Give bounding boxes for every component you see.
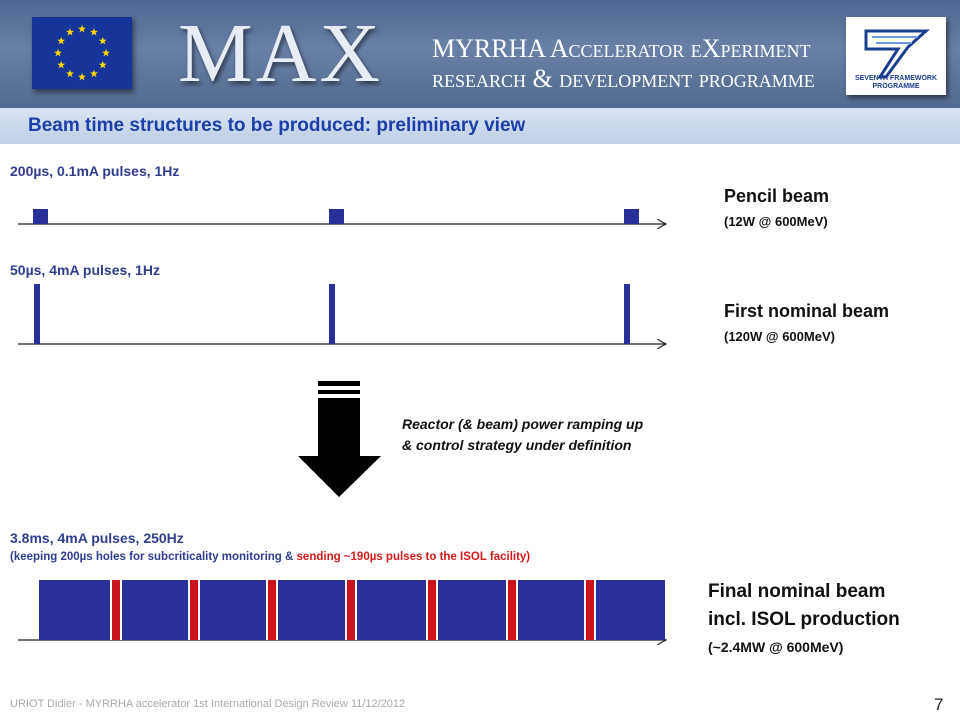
final-nominal-note-part2: sending ~190µs pulses to the ISOL facili… — [296, 551, 531, 563]
first-nominal-pulse — [34, 284, 40, 344]
pulse-gap — [120, 580, 122, 640]
pencil-pulse — [624, 209, 639, 224]
final-nominal-beam-power: (~2.4MW @ 600MeV) — [708, 639, 844, 655]
isol-slice — [268, 580, 276, 640]
final-nominal-beam-name-line2: incl. ISOL production — [708, 609, 900, 630]
eu-star-icon — [90, 69, 98, 78]
pulse-gap — [188, 580, 190, 640]
pulse-gap — [355, 580, 357, 640]
pulse-gap — [266, 580, 268, 640]
final-nominal-note-part1: (keeping 200µs holes for subcriticality … — [10, 551, 297, 563]
pulse-gap — [594, 580, 596, 640]
isol-slice — [190, 580, 198, 640]
transition-note-line2: & control strategy under definition — [402, 437, 632, 453]
eu-star-icon — [98, 60, 107, 69]
header-banner: MAX MYRRHA Accelerator eXperiment resear… — [0, 0, 960, 108]
final-nominal-note: (keeping 200µs holes for subcriticality … — [10, 551, 530, 563]
first-nominal-beam-name: First nominal beam — [724, 301, 890, 321]
final-nominal-beam-name: Final nominal beam — [708, 581, 886, 602]
isol-slice — [508, 580, 516, 640]
eu-star-icon — [78, 24, 86, 33]
fp7-logo: SEVENTH FRAMEWORK PROGRAMME — [846, 17, 946, 95]
pulse-gap — [110, 580, 112, 640]
eu-star-icon — [98, 36, 107, 45]
pulse-gap — [436, 580, 438, 640]
footer-credit: URIOT Didier - MYRRHA accelerator 1st In… — [10, 698, 406, 710]
eu-star-icon — [66, 69, 74, 78]
pulse-gap — [198, 580, 200, 640]
eu-star-icon — [54, 48, 62, 57]
eu-star-icon — [90, 28, 98, 36]
isol-slice — [347, 580, 355, 640]
eu-star-icon — [57, 36, 66, 45]
eu-star-icon — [102, 48, 110, 57]
first-nominal-beam-power: (120W @ 600MeV) — [724, 329, 835, 344]
isol-slice — [586, 580, 594, 640]
transition-down-arrow-icon — [298, 381, 381, 497]
pulse-gap — [584, 580, 586, 640]
pulse-gap — [345, 580, 347, 640]
eu-star-icon — [57, 60, 66, 69]
isol-slice — [428, 580, 436, 640]
pencil-beam-name: Pencil beam — [724, 186, 830, 206]
programme-title: MYRRHA Accelerator eXperiment — [432, 34, 811, 63]
title-bar — [0, 108, 960, 144]
page-number: 7 — [934, 695, 944, 714]
final-nominal-beam-spec: 3.8ms, 4mA pulses, 250Hz — [10, 530, 184, 546]
isol-slice — [112, 580, 120, 640]
seven-icon — [864, 29, 930, 79]
eu-flag-logo — [32, 17, 132, 89]
pencil-beam-power: (12W @ 600MeV) — [724, 214, 828, 229]
transition-note-line1: Reactor (& beam) power ramping up — [402, 416, 644, 432]
eu-stars-icon — [32, 17, 132, 89]
pencil-pulse — [33, 209, 48, 224]
fp7-caption-line1: SEVENTH FRAMEWORK — [854, 75, 938, 82]
eu-star-icon — [66, 28, 74, 36]
programme-subtitle: research & development programme — [432, 64, 815, 93]
eu-star-icon — [78, 72, 86, 81]
max-logo: MAX — [178, 7, 384, 100]
pencil-beam-spec: 200µs, 0.1mA pulses, 1Hz — [10, 163, 180, 179]
first-nominal-pulse — [624, 284, 630, 344]
first-nominal-beam-spec: 50µs, 4mA pulses, 1Hz — [10, 262, 160, 278]
fp7-caption-line2: PROGRAMME — [872, 83, 920, 90]
pulse-gap — [516, 580, 518, 640]
pulse-gap — [426, 580, 428, 640]
first-nominal-pulse — [329, 284, 335, 344]
pulse-gap — [506, 580, 508, 640]
slide-title: Beam time structures to be produced: pre… — [28, 115, 526, 136]
pulse-gap — [276, 580, 278, 640]
pencil-pulse — [329, 209, 344, 224]
transition-note: Reactor (& beam) power ramping up & cont… — [402, 414, 643, 456]
